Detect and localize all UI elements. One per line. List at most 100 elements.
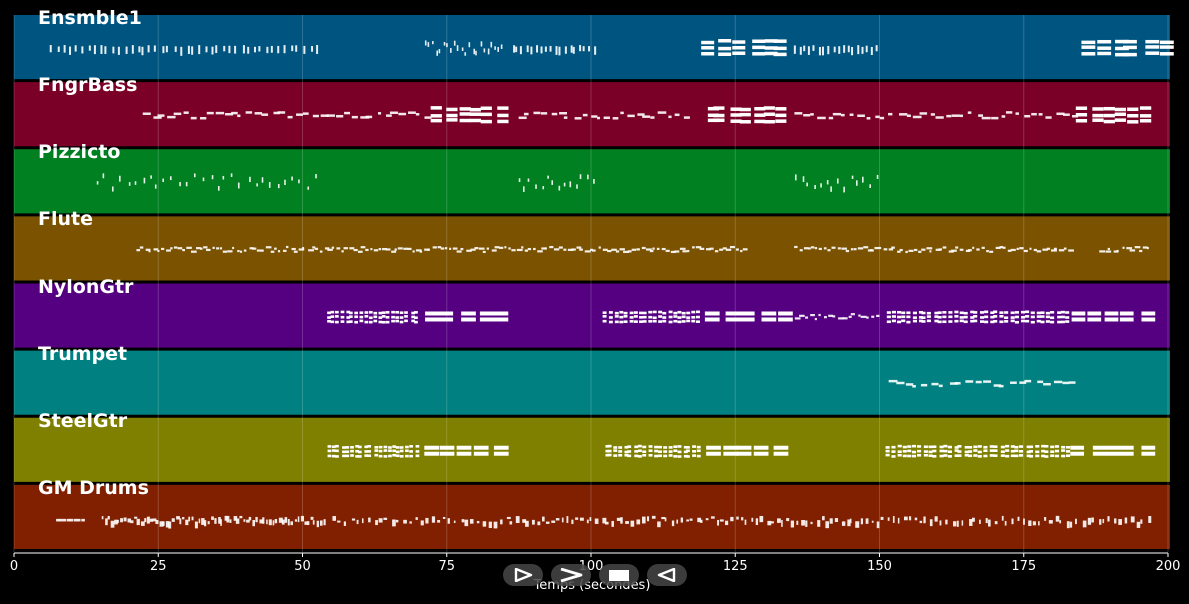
note (341, 250, 344, 253)
note (345, 454, 350, 458)
note (828, 314, 834, 317)
note (753, 445, 769, 450)
note (631, 248, 637, 251)
note (827, 45, 830, 55)
note (1065, 320, 1070, 323)
tick-label: 0 (9, 559, 19, 574)
note (611, 520, 614, 527)
note (939, 445, 944, 449)
note (1025, 319, 1030, 323)
note (611, 248, 617, 251)
note (165, 45, 168, 53)
note (658, 445, 662, 449)
note (921, 311, 926, 315)
note (658, 454, 662, 458)
note (444, 247, 448, 250)
note (1069, 521, 1073, 528)
note (544, 46, 547, 52)
note (673, 311, 678, 315)
note (215, 45, 218, 54)
note (730, 119, 742, 123)
note (186, 246, 192, 249)
note (1136, 521, 1141, 528)
note (1106, 445, 1120, 450)
note (438, 317, 454, 322)
play-button[interactable] (503, 564, 543, 586)
note (957, 454, 962, 457)
note (661, 516, 666, 520)
note (211, 46, 214, 55)
note (153, 116, 162, 119)
note (373, 315, 378, 319)
note (1055, 515, 1060, 522)
note (993, 445, 998, 448)
note (438, 49, 441, 54)
note (938, 384, 943, 388)
note (970, 316, 975, 319)
note (200, 247, 203, 250)
note (494, 46, 496, 50)
note (1005, 449, 1010, 452)
note (424, 445, 440, 450)
note (239, 250, 243, 253)
note (1123, 39, 1137, 44)
play-backward-button[interactable] (647, 564, 687, 586)
note (1141, 311, 1156, 316)
note (886, 320, 891, 324)
note (888, 248, 894, 251)
note (891, 455, 896, 458)
note (683, 454, 688, 458)
note (162, 46, 165, 54)
note (636, 248, 640, 251)
note (381, 315, 386, 318)
note (990, 320, 995, 324)
note (281, 519, 285, 525)
note (1028, 454, 1034, 458)
note (914, 517, 918, 521)
note (907, 454, 912, 458)
note (818, 46, 821, 56)
note (642, 315, 647, 319)
note (425, 317, 440, 322)
note (446, 113, 458, 118)
note (977, 450, 982, 454)
tick-label: 200 (1155, 559, 1181, 574)
note (102, 173, 105, 179)
note (874, 246, 880, 250)
fast-forward-button[interactable] (551, 564, 591, 586)
note (614, 315, 619, 318)
note (542, 516, 545, 522)
note (642, 453, 647, 457)
note (114, 519, 118, 525)
note (1010, 381, 1017, 384)
note (908, 516, 912, 521)
note (1026, 450, 1031, 454)
note (803, 45, 806, 52)
note (594, 518, 599, 524)
note (461, 317, 476, 322)
note (851, 46, 854, 56)
note (752, 45, 766, 50)
note (959, 319, 964, 323)
note (685, 455, 690, 458)
note (1060, 310, 1065, 314)
note (588, 46, 591, 52)
stop-button[interactable] (599, 564, 639, 586)
note (348, 311, 353, 315)
note (897, 444, 902, 448)
note (331, 454, 336, 458)
note (935, 248, 941, 251)
note (482, 521, 487, 527)
note (862, 176, 864, 183)
note (1139, 114, 1152, 118)
note (76, 518, 81, 522)
note (989, 445, 994, 448)
note (896, 320, 902, 324)
note (252, 519, 255, 527)
note (1028, 445, 1034, 449)
note (404, 315, 408, 318)
note (969, 519, 973, 526)
note (1044, 516, 1047, 521)
note (399, 320, 404, 324)
note (1068, 381, 1076, 384)
